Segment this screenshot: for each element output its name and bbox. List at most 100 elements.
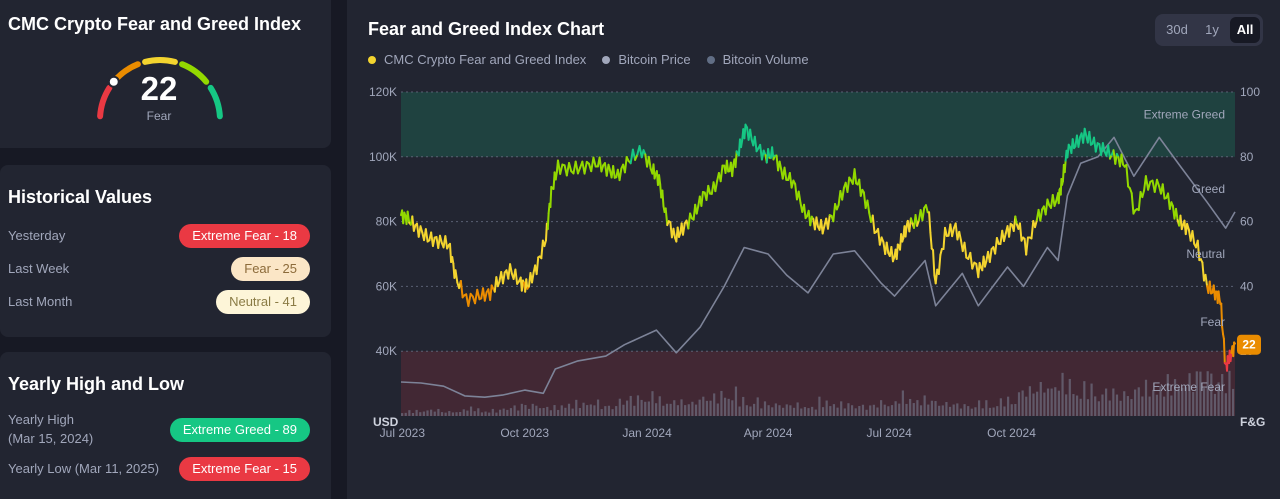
volume-bar: [596, 399, 600, 416]
tab-all[interactable]: All: [1230, 17, 1260, 43]
volume-bar: [967, 406, 970, 416]
fng-line-segment: [988, 248, 993, 263]
fng-line-segment: [797, 190, 802, 204]
volume-bar: [404, 412, 407, 416]
fng-line-segment: [767, 148, 771, 159]
volume-bar: [546, 406, 549, 416]
volume-bar: [941, 405, 944, 416]
volume-bar: [977, 400, 981, 416]
volume-bar: [756, 397, 759, 416]
volume-bar: [1090, 383, 1093, 416]
volume-bar: [1039, 381, 1042, 416]
right-axis-label: F&G: [1240, 415, 1265, 429]
volume-bar: [517, 410, 520, 416]
volume-bar: [825, 400, 828, 416]
fng-line-segment: [841, 186, 845, 201]
fng-line-segment: [509, 263, 513, 275]
volume-bar: [832, 404, 836, 416]
x-axis-tick: Oct 2023: [500, 426, 549, 440]
volume-bar: [745, 405, 748, 416]
volume-bar: [898, 403, 901, 416]
fng-line-segment: [600, 164, 605, 173]
fng-line-segment: [803, 203, 807, 220]
volume-bar: [814, 409, 817, 416]
historical-label-yesterday: Yesterday: [8, 228, 66, 243]
volume-bar: [727, 398, 730, 416]
volume-bar: [1101, 394, 1104, 416]
historical-badge-last-week: Fear - 25: [231, 257, 310, 281]
volume-bar: [988, 407, 992, 416]
volume-bar: [1221, 374, 1224, 416]
volume-bar: [836, 407, 839, 416]
volume-bar: [887, 406, 890, 416]
left-axis-tick: 60K: [376, 279, 397, 293]
volume-bar: [818, 396, 821, 416]
volume-bar: [981, 408, 984, 416]
volume-bar: [985, 400, 988, 416]
volume-bar: [850, 405, 854, 416]
volume-bar: [625, 400, 629, 416]
fng-line-segment: [826, 214, 831, 230]
fng-line-segment: [939, 247, 943, 256]
legend-label-volume: Bitcoin Volume: [722, 52, 809, 67]
fng-line-segment: [543, 239, 547, 248]
legend-item-price[interactable]: Bitcoin Price: [602, 52, 691, 67]
volume-bar: [484, 411, 487, 416]
current-value-badge: [1237, 334, 1261, 355]
volume-bar: [694, 404, 698, 416]
volume-bar: [401, 413, 404, 416]
fng-line-segment: [501, 271, 506, 285]
volume-bar: [713, 393, 716, 416]
legend-item-volume[interactable]: Bitcoin Volume: [706, 52, 809, 67]
volume-bar: [767, 405, 770, 416]
volume-bar: [676, 405, 679, 416]
fng-line-segment: [1175, 207, 1179, 222]
volume-bar: [1057, 390, 1061, 416]
volume-bar: [1017, 392, 1021, 416]
fng-line-segment: [531, 271, 535, 284]
volume-bar: [992, 407, 995, 416]
yearly-title: Yearly High and Low: [8, 374, 185, 394]
zone-label: Fear: [1200, 315, 1225, 329]
volume-bar: [466, 410, 469, 416]
volume-bar: [970, 408, 973, 416]
volume-bar: [1199, 371, 1202, 416]
gauge-label: Fear: [146, 109, 172, 123]
legend-dot-price: [602, 55, 611, 64]
volume-bar: [923, 395, 926, 416]
volume-bar: [542, 407, 545, 416]
fng-line-segment: [924, 204, 929, 214]
volume-bar: [1028, 386, 1031, 416]
volume-bar: [440, 412, 444, 416]
fng-line-segment: [921, 206, 926, 222]
volume-bar: [916, 400, 919, 416]
yearly-high-low-card: Yearly High and Low Yearly High (Mar 15,…: [0, 352, 331, 499]
volume-bar: [1206, 371, 1209, 416]
volume-bar: [1184, 387, 1188, 416]
fng-line-segment: [1217, 290, 1221, 301]
legend-item-fng[interactable]: CMC Crypto Fear and Greed Index: [368, 52, 586, 67]
volume-bar: [1202, 388, 1206, 416]
fng-line-segment: [623, 155, 628, 174]
volume-bar: [651, 391, 654, 416]
volume-bar: [1126, 396, 1129, 416]
tab-1y[interactable]: 1y: [1205, 22, 1219, 37]
volume-bar: [872, 404, 875, 416]
volume-bar: [549, 410, 552, 416]
volume-bar: [615, 406, 618, 416]
volume-bar: [723, 397, 727, 416]
volume-bar: [821, 407, 825, 416]
chart-title: Fear and Greed Index Chart: [368, 19, 605, 39]
tab-30d[interactable]: 30d: [1166, 22, 1188, 37]
volume-bar: [1115, 394, 1119, 416]
fng-line-segment: [695, 204, 700, 215]
fng-line-segment: [714, 179, 719, 193]
fng-line-segment: [592, 156, 597, 168]
volume-bar: [840, 401, 843, 416]
volume-bar: [575, 399, 578, 416]
fng-line-segment: [1191, 230, 1196, 245]
fng-line-segment: [846, 176, 851, 193]
fng-line-segment: [866, 199, 871, 214]
volume-bar: [1144, 379, 1148, 416]
volume-bar: [1068, 378, 1071, 416]
